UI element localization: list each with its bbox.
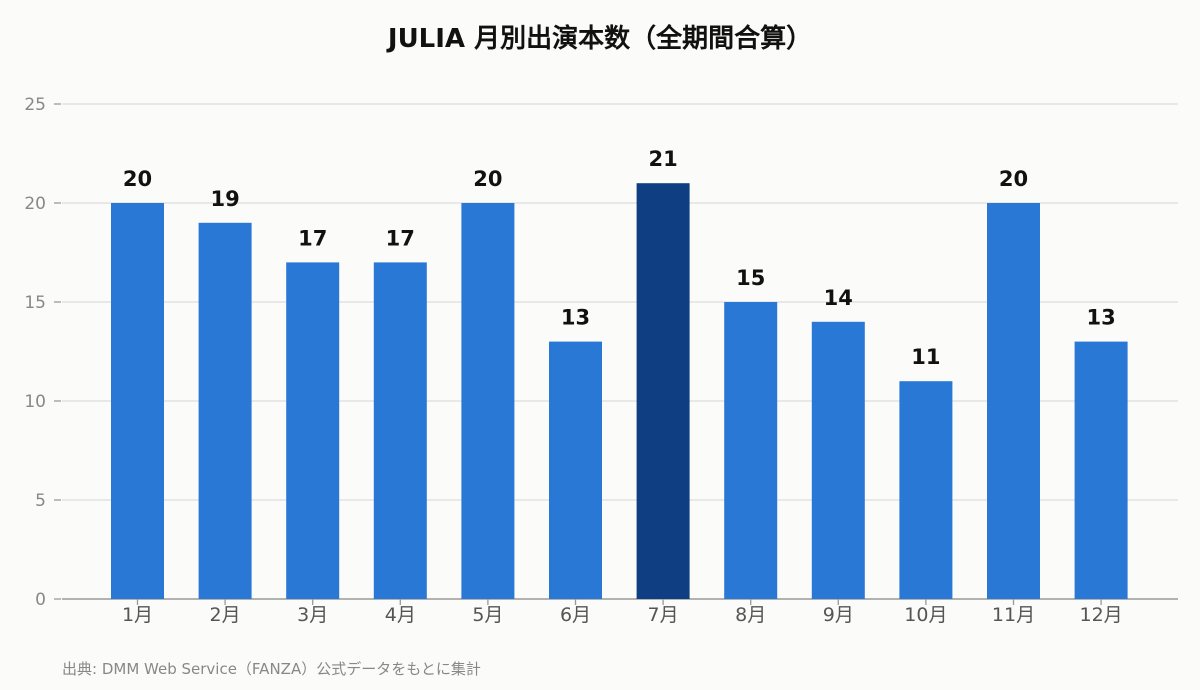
bars [111,183,1128,600]
source-note: 出典: DMM Web Service（FANZA）公式データをもとに集計 [62,660,481,678]
value-label: 13 [1086,306,1115,330]
x-tick-label: 1月 [122,604,153,626]
value-label: 20 [999,167,1028,191]
x-tick-label: 2月 [210,604,241,626]
x-tick-label: 7月 [648,604,679,626]
x-tick-label: 6月 [560,604,591,626]
x-tick-label: 3月 [297,604,328,626]
x-tick-label: 4月 [385,604,416,626]
bar-3 [286,262,340,599]
bar-6 [549,341,602,599]
chart-title: JULIA 月別出演本数（全期間合算） [387,24,813,54]
y-tick-label: 25 [24,95,46,115]
value-label: 20 [123,167,152,191]
bar-5 [461,203,515,599]
x-axis-ticks: 1月 2月 3月 4月 5月 6月 7月 8月 9月 10月 11月 12月 [122,599,1123,626]
value-label: 17 [386,226,415,250]
y-tick-label: 10 [24,392,46,412]
bar-11 [987,203,1040,599]
x-tick-label: 12月 [1080,604,1123,626]
value-label: 19 [210,187,239,211]
bar-1 [111,203,164,599]
bar-4 [373,262,427,599]
value-label: 14 [824,286,853,310]
bar-7 [636,183,690,599]
y-tick-label: 5 [35,491,46,511]
x-tick-label: 8月 [735,604,766,626]
x-tick-label: 11月 [992,604,1035,626]
value-label: 17 [298,226,327,250]
value-label: 21 [648,147,677,171]
y-tick-label: 20 [24,194,46,214]
bar-12 [1074,341,1128,599]
y-tick-label: 0 [35,590,46,610]
x-tick-label: 5月 [472,604,503,626]
value-labels: 20 19 17 17 20 13 21 15 14 11 20 13 [123,147,1116,369]
bar-8 [724,302,778,599]
value-label: 13 [561,306,590,330]
value-label: 20 [473,167,502,191]
bar-10 [899,381,953,599]
value-label: 15 [736,266,765,290]
y-axis-ticks: 0 5 10 15 20 25 [24,95,61,610]
bar-2 [198,222,252,600]
bar-9 [811,321,865,599]
x-tick-label: 9月 [823,604,854,626]
x-tick-label: 10月 [904,604,947,626]
value-label: 11 [911,345,940,369]
y-tick-label: 15 [24,293,46,313]
